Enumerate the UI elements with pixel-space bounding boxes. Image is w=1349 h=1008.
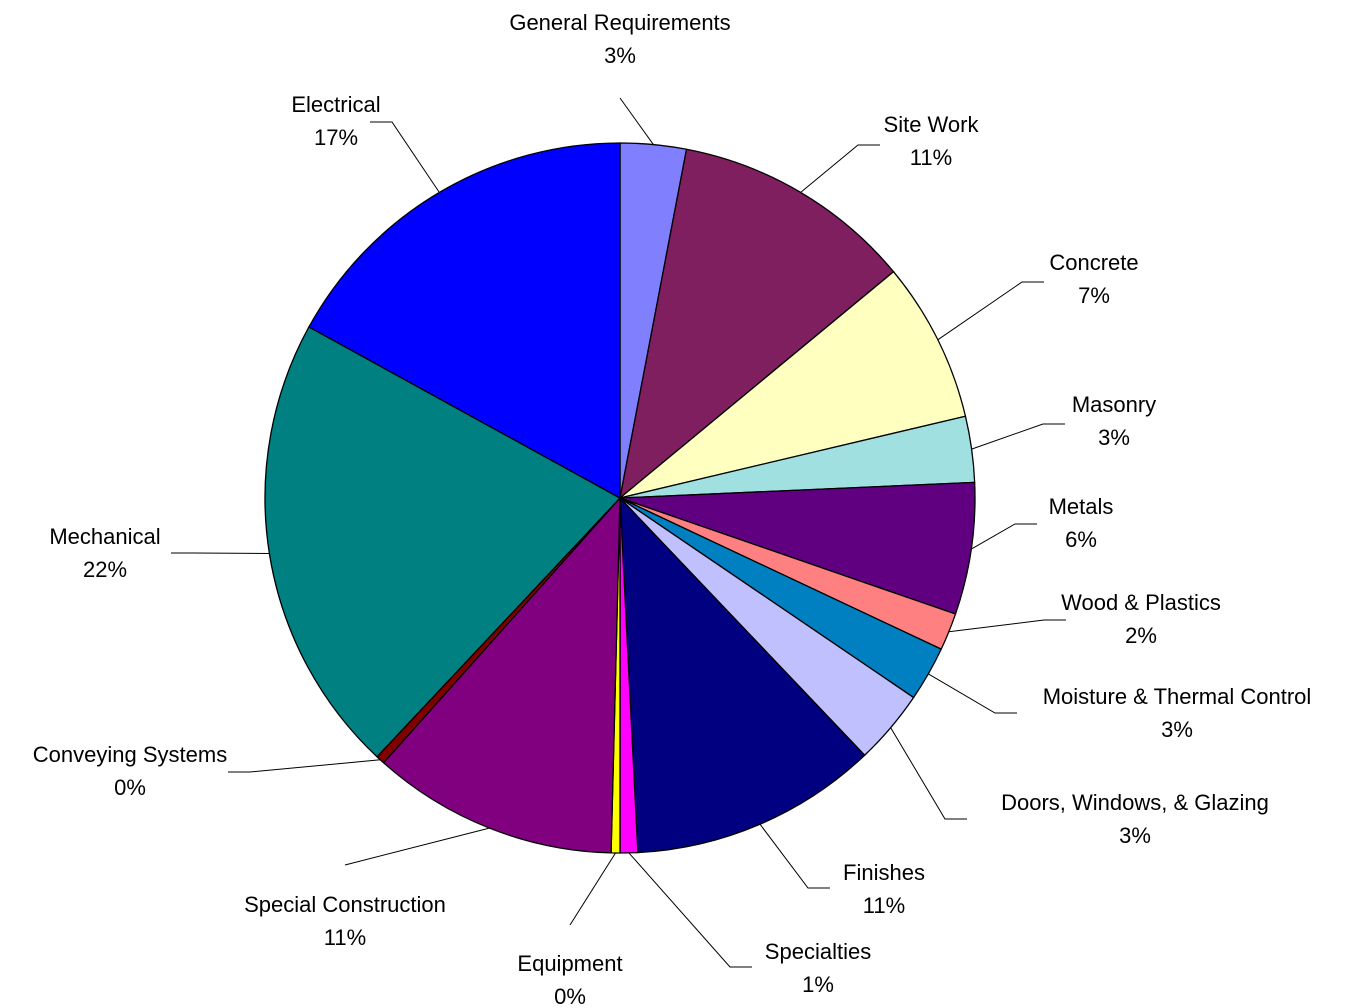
pie-slice-electrical bbox=[308, 142, 621, 499]
pie-slice-special-construction bbox=[382, 497, 621, 854]
leader-line-electrical bbox=[370, 121, 440, 193]
label-finishes: Finishes bbox=[843, 860, 925, 885]
percent-specialties: 1% bbox=[802, 972, 834, 997]
percent-masonry: 3% bbox=[1098, 425, 1130, 450]
percent-special-construction: 11% bbox=[324, 925, 366, 950]
pie-slice-site-work bbox=[619, 148, 895, 499]
leader-lines bbox=[171, 97, 1066, 968]
leader-line-site-work bbox=[800, 144, 880, 193]
percent-equipment: 0% bbox=[554, 984, 586, 1008]
percent-wood-and-plastics: 2% bbox=[1125, 623, 1157, 648]
pie-slice-finishes bbox=[619, 497, 866, 854]
leader-line-special-construction bbox=[344, 827, 490, 866]
leader-line-wood-and-plastics bbox=[948, 619, 1066, 633]
leader-line-masonry bbox=[971, 423, 1065, 450]
label-wood-and-plastics: Wood & Plastics bbox=[1061, 590, 1221, 615]
label-doors-windows-and-glazing: Doors, Windows, & Glazing bbox=[1001, 790, 1269, 815]
leader-line-specialties bbox=[628, 852, 752, 968]
label-moisture-and-thermal-control: Moisture & Thermal Control bbox=[1043, 684, 1312, 709]
label-concrete: Concrete bbox=[1049, 250, 1138, 275]
label-conveying-systems: Conveying Systems bbox=[33, 742, 227, 767]
label-mechanical: Mechanical bbox=[49, 524, 160, 549]
leader-line-mechanical bbox=[171, 552, 270, 554]
label-electrical: Electrical bbox=[291, 92, 380, 117]
pie-slice-concrete bbox=[619, 271, 967, 499]
percent-finishes: 11% bbox=[863, 893, 905, 918]
leader-line-doors-windows-and-glazing bbox=[890, 727, 967, 820]
leader-line-finishes bbox=[759, 823, 830, 889]
label-site-work: Site Work bbox=[884, 112, 980, 137]
percent-conveying-systems: 0% bbox=[114, 775, 146, 800]
percent-electrical: 17% bbox=[314, 125, 358, 150]
data-labels: General Requirements 3% Site Work 11% Concre… bbox=[33, 10, 1312, 1008]
percent-concrete: 7% bbox=[1078, 283, 1110, 308]
leader-line-general-requirements bbox=[619, 97, 654, 145]
percent-moisture-and-thermal-control: 3% bbox=[1161, 717, 1193, 742]
label-general-requirements: General Requirements bbox=[509, 10, 730, 35]
leader-line-concrete bbox=[937, 281, 1044, 341]
label-special-construction: Special Construction bbox=[244, 892, 446, 917]
percent-doors-windows-and-glazing: 3% bbox=[1119, 823, 1151, 848]
pie-slice-metals bbox=[619, 481, 976, 615]
label-equipment: Equipment bbox=[517, 951, 622, 976]
leader-line-conveying-systems bbox=[228, 759, 381, 773]
leader-line-moisture-and-thermal-control bbox=[928, 673, 1017, 714]
percent-site-work: 11% bbox=[910, 145, 952, 170]
label-specialties: Specialties bbox=[765, 939, 871, 964]
label-metals: Metals bbox=[1049, 494, 1114, 519]
percent-metals: 6% bbox=[1065, 527, 1097, 552]
leader-line-metals bbox=[971, 523, 1037, 550]
pie-slices bbox=[264, 142, 976, 854]
label-masonry: Masonry bbox=[1072, 392, 1156, 417]
leader-line-equipment bbox=[569, 852, 616, 926]
percent-mechanical: 22% bbox=[83, 557, 127, 582]
percent-general-requirements: 3% bbox=[604, 43, 636, 68]
